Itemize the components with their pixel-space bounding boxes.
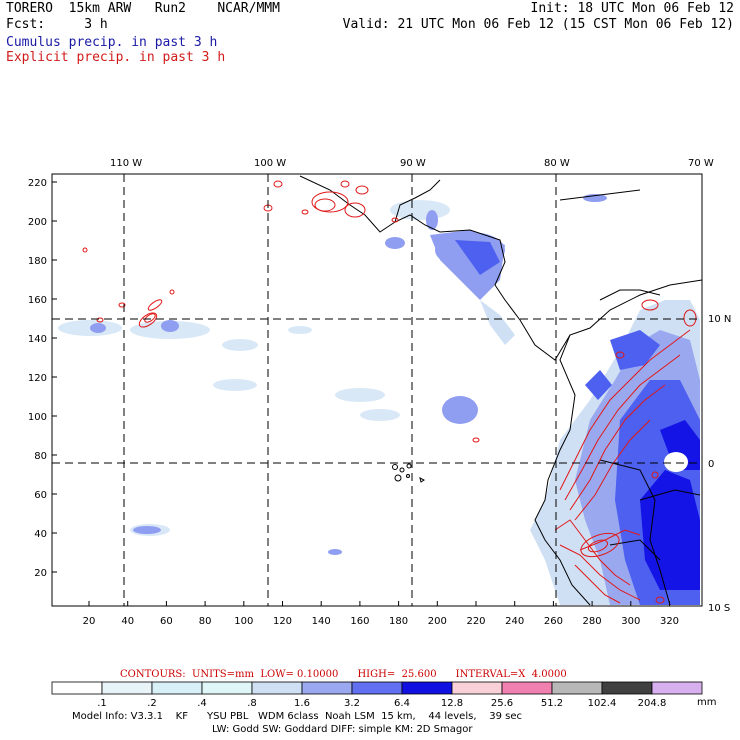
colorbar-swatch	[201, 681, 253, 695]
y-tick-label: 100	[28, 412, 47, 423]
x-tick-label: 240	[505, 616, 524, 627]
x-tick-labels: 20 40 60 80 100 120 140 160 180 200 220 240 260 280 30…	[83, 601, 679, 627]
colorbar-swatch	[51, 681, 103, 695]
x-tick-label: 160	[350, 616, 369, 627]
colorbar-label: 6.4	[394, 698, 410, 709]
lat-lon-grid	[52, 174, 702, 606]
x-tick-label: 80	[199, 616, 212, 627]
colorbar-swatch	[601, 681, 653, 695]
contours-caption: CONTOURS: UNITS=mm LOW= 0.10000 HIGH= 25…	[120, 669, 567, 680]
y-tick-label: 180	[28, 256, 47, 267]
legend-explicit-precip: Explicit precip. in past 3 h	[6, 50, 226, 65]
colorbar-swatch	[401, 681, 453, 695]
cumulus-central-america	[430, 230, 515, 345]
x-tick-label: 140	[312, 616, 331, 627]
lon-label: 70 W	[688, 158, 714, 169]
lon-label: 100 W	[254, 158, 286, 169]
x-tick-label: 320	[660, 616, 679, 627]
y-tick-label: 220	[28, 178, 47, 189]
colorbar-unit: mm	[697, 697, 716, 708]
colorbar-label: .4	[197, 698, 207, 709]
header-valid-time: Valid: 21 UTC Mon 06 Feb 12 (15 CST Mon …	[342, 17, 734, 32]
lat-label: 10 N	[708, 314, 731, 325]
colorbar-swatch	[651, 681, 703, 695]
map-frame	[51, 173, 703, 607]
lon-label: 110 W	[110, 158, 142, 169]
colorbar: .1.2.4.8 1.6 3.2 6.4 12.8 25.6 51.2 102.4 204.8 …	[51, 681, 716, 709]
lat-label: 10 S	[708, 603, 730, 614]
colorbar-label: 12.8	[441, 698, 463, 709]
colorbar-swatch	[551, 681, 603, 695]
longitude-labels: 110 W 100 W 90 W 80 W 70 W	[110, 158, 714, 169]
x-tick-label: 280	[583, 616, 602, 627]
colorbar-label: 1.6	[294, 698, 310, 709]
lat-label: 0	[708, 459, 714, 470]
cumulus-continent-areas	[530, 300, 700, 605]
y-tick-label: 140	[28, 334, 47, 345]
x-tick-label: 120	[273, 616, 292, 627]
colorbar-label: .8	[247, 698, 257, 709]
footer-physics-info: LW: Godd SW: Goddard DIFF: simple KM: 2D…	[212, 724, 473, 735]
header-init-time: Init: 18 UTC Mon 06 Feb 12	[530, 1, 735, 16]
y-tick-label: 20	[34, 568, 47, 579]
colorbar-label: .1	[97, 698, 107, 709]
x-tick-label: 200	[428, 616, 447, 627]
x-tick-label: 180	[389, 616, 408, 627]
x-tick-label: 220	[466, 616, 485, 627]
x-tick-label: 20	[83, 616, 96, 627]
lon-label: 90 W	[400, 158, 426, 169]
legend-cumulus-precip: Cumulus precip. in past 3 h	[6, 35, 218, 50]
footer-model-info: Model Info: V3.3.1 KF YSU PBL WDM 6class…	[72, 711, 522, 722]
y-tick-label: 200	[28, 217, 47, 228]
coastlines	[299, 175, 703, 606]
y-tick-label: 40	[34, 529, 47, 540]
colorbar-label: 3.2	[344, 698, 360, 709]
colorbar-swatch	[151, 681, 203, 695]
latitude-labels: 10 N 0 10 S	[708, 314, 731, 614]
header-model-title: TORERO 15km ARW Run2 NCAR/MMM	[6, 1, 280, 16]
colorbar-swatch	[501, 681, 553, 695]
y-tick-labels: 220 200 180 160 140 120 100 80 60 40 20	[28, 178, 57, 579]
header-forecast-hour: Fcst: 3 h	[6, 17, 108, 32]
y-tick-label: 60	[34, 490, 47, 501]
colorbar-swatch	[451, 681, 503, 695]
x-tick-label: 40	[121, 616, 134, 627]
x-tick-label: 300	[621, 616, 640, 627]
colorbar-labels: .1 .2 .4 .8 1.6 3.2 6.4 12.8 25.6 51.2 102.4 204.8	[97, 698, 666, 709]
colorbar-swatch	[101, 681, 153, 695]
colorbar-label: 51.2	[541, 698, 563, 709]
colorbar-swatch	[251, 681, 303, 695]
colorbar-label: .2	[147, 698, 157, 709]
colorbar-label: 102.4	[588, 698, 617, 709]
colorbar-label: 25.6	[491, 698, 513, 709]
x-tick-label: 260	[544, 616, 563, 627]
y-tick-label: 120	[28, 373, 47, 384]
colorbar-swatches	[51, 681, 703, 695]
lon-label: 80 W	[544, 158, 570, 169]
colorbar-swatch	[301, 681, 353, 695]
y-tick-label: 160	[28, 295, 47, 306]
y-tick-label: 80	[34, 451, 47, 462]
x-tick-label: 60	[160, 616, 173, 627]
x-tick-label: 100	[234, 616, 253, 627]
colorbar-swatch	[351, 681, 403, 695]
colorbar-label: 204.8	[638, 698, 667, 709]
explicit-precip-contours	[82, 180, 697, 604]
cumulus-light-areas	[58, 200, 450, 536]
